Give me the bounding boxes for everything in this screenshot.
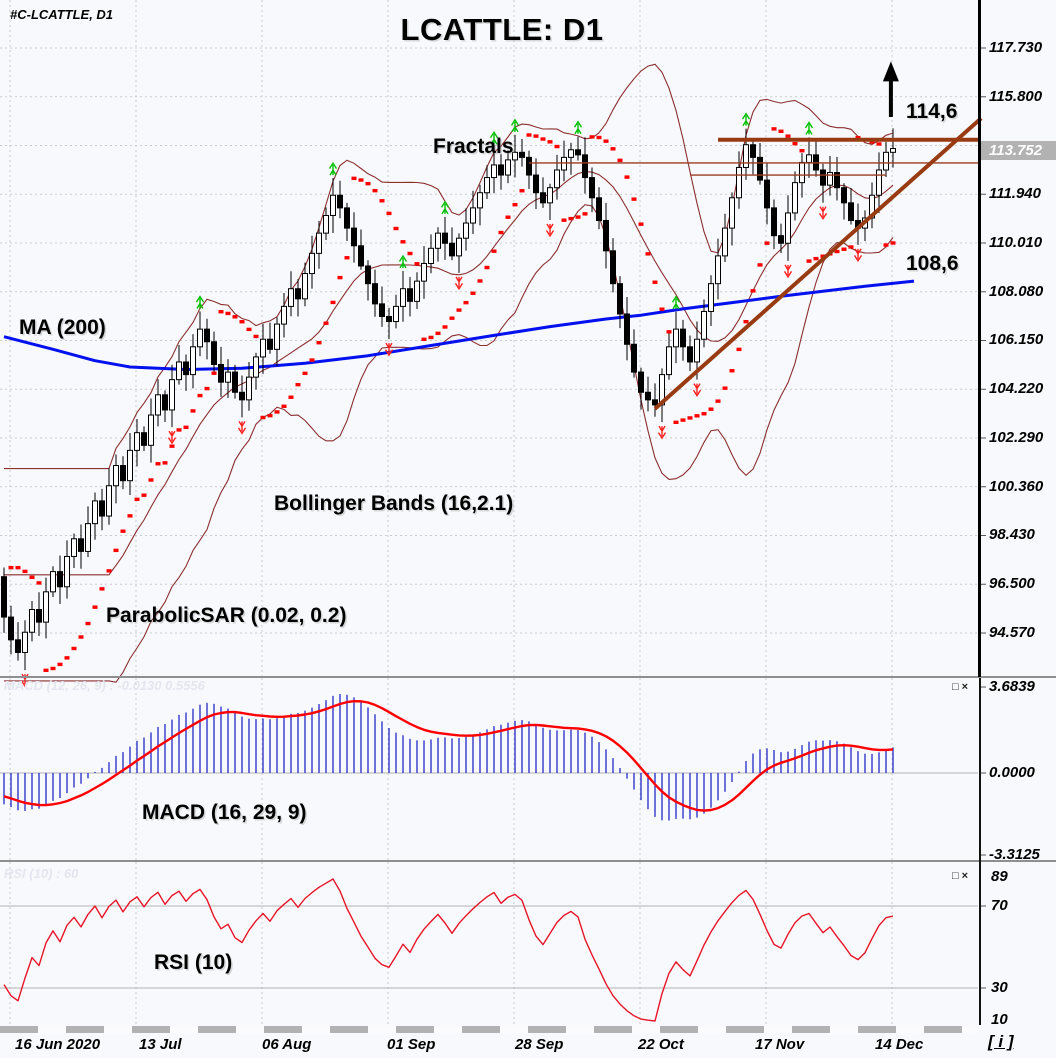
bollinger-label: Bollinger Bands (16,2.1) xyxy=(274,492,514,515)
ma200-line xyxy=(3,279,915,371)
level-high-label: 114,6 xyxy=(906,100,958,123)
analyst-overlays xyxy=(529,116,983,411)
symbol-label: #C-LCATTLE, D1 xyxy=(10,7,114,22)
rsi-minimize-button[interactable]: □ xyxy=(952,870,959,882)
price-axis-label: 111.940 xyxy=(989,185,1041,203)
price-axis-label: 108.080 xyxy=(989,282,1044,300)
rsi-axis-label: 30 xyxy=(991,979,1008,996)
time-axis-label: 13 Jul xyxy=(139,1036,182,1053)
macd-axis-label: 3.6839 xyxy=(989,678,1035,695)
price-axis-border xyxy=(978,0,981,677)
macd-minimize-button[interactable]: □ xyxy=(952,681,959,693)
macd-signal-line xyxy=(3,700,894,812)
level-low-label: 108,6 xyxy=(906,252,959,275)
price-axis-label: 94.570 xyxy=(989,623,1035,641)
macd-window-buttons: □ × xyxy=(952,681,969,693)
time-axis-label: 14 Dec xyxy=(875,1036,924,1053)
price-axis-label: 115.800 xyxy=(989,87,1043,105)
price-axis-label: 106.150 xyxy=(989,331,1044,349)
sar-label: ParabolicSAR (0.02, 0.2) xyxy=(106,604,347,627)
rsi-axis-label: 70 xyxy=(991,897,1008,914)
price-axis-label: 104.220 xyxy=(989,380,1044,398)
fractal-markers xyxy=(20,112,863,688)
chart-title: LCATTLE: D1 xyxy=(400,12,604,47)
price-axis-label: 98.430 xyxy=(989,526,1035,544)
price-axis-label: 96.500 xyxy=(989,575,1035,593)
ma-label: MA (200) xyxy=(19,316,106,339)
time-axis-label: 22 Oct xyxy=(638,1036,684,1053)
macd-watermark: MACD (12, 26, 9) : -0.0130 0.5556 xyxy=(4,678,205,693)
time-axis-label: 17 Nov xyxy=(755,1036,805,1053)
macd-label: MACD (16, 29, 9) xyxy=(142,801,307,824)
horizontal-scrollbar[interactable] xyxy=(0,1026,980,1033)
up-arrow-annotation xyxy=(882,61,899,117)
rsi-axis-label: 89 xyxy=(991,868,1008,885)
rsi-watermark: RSI (10) : 60 xyxy=(4,866,79,881)
panel-separator-macd[interactable] xyxy=(0,676,1056,678)
time-axis-label: 16 Jun 2020 xyxy=(15,1036,101,1053)
macd-histogram xyxy=(3,694,894,821)
price-axis-label: 110.010 xyxy=(989,233,1043,251)
candles-series xyxy=(1,128,896,671)
info-mark[interactable]: [ i ] xyxy=(988,1032,1014,1051)
time-axis-label: 01 Sep xyxy=(387,1036,436,1053)
price-axis-label: 117.730 xyxy=(989,39,1043,56)
indicator-axis-border xyxy=(979,678,981,1025)
fractals-label: Fractals xyxy=(433,135,514,158)
rsi-line xyxy=(3,878,894,1022)
time-axis-label: 28 Sep xyxy=(515,1036,564,1053)
rsi-close-button[interactable]: × xyxy=(961,870,969,882)
macd-axis-label: -3.3125 xyxy=(989,846,1040,863)
parabolic-sar-dots xyxy=(8,127,896,673)
bid-price-badge: 113.752 xyxy=(981,141,1056,160)
panel-separator-rsi[interactable] xyxy=(0,860,1056,862)
price-axis-label: 102.290 xyxy=(989,428,1044,446)
macd-axis-label: 0.0000 xyxy=(989,764,1035,781)
rsi-axis-label: 10 xyxy=(991,1011,1008,1028)
time-axis-label: 06 Aug xyxy=(262,1036,312,1053)
macd-close-button[interactable]: × xyxy=(961,681,969,693)
rsi-window-buttons: □ × xyxy=(952,870,969,882)
rsi-label: RSI (10) xyxy=(154,951,233,974)
price-axis-label: 100.360 xyxy=(989,477,1044,495)
